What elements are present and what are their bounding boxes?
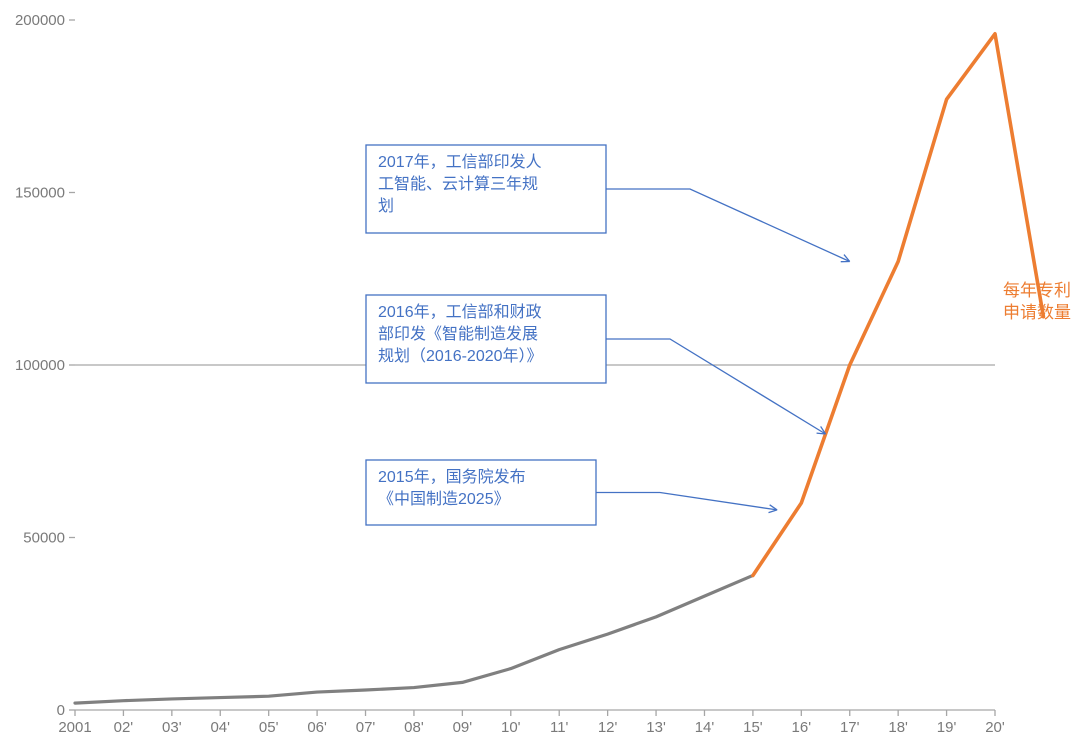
x-tick-label: 14' (695, 719, 715, 736)
x-tick-label: 02' (114, 719, 134, 736)
callout-text: 2016年，工信部和财政 (378, 303, 542, 321)
x-tick-label: 11' (550, 719, 569, 736)
x-tick-label: 05' (259, 719, 279, 736)
x-tick-label: 16' (792, 719, 812, 736)
callout-text: 部印发《智能制造发展 (378, 325, 538, 343)
legend-label: 申请数量 (1003, 303, 1071, 322)
y-tick-label: 150000 (15, 185, 65, 202)
x-tick-label: 07' (356, 719, 376, 736)
callout-text: 工智能、云计算三年规 (378, 174, 538, 193)
y-tick-label: 50000 (23, 530, 65, 547)
x-tick-label: 09' (453, 719, 473, 736)
line-chart: 0 50000 100000 150000 200000 2001 02' 03' 04' 05'… (0, 0, 1080, 740)
x-tick-label: 10' (501, 719, 521, 736)
x-tick-label: 19' (937, 719, 957, 736)
x-tick-label: 12' (598, 719, 618, 736)
legend-label: 每年专利 (1003, 281, 1071, 300)
x-tick-label: 18' (888, 719, 908, 736)
x-tick-label: 2001 (58, 719, 91, 736)
x-tick-label: 03' (162, 719, 182, 736)
x-tick-label: 15' (743, 719, 763, 736)
callout-text: 规划（2016-2020年）》 (378, 347, 543, 365)
x-tick-label: 20' (985, 719, 1005, 736)
x-tick-label: 06' (307, 719, 327, 736)
y-tick-label: 200000 (15, 12, 65, 29)
chart-container: 0 50000 100000 150000 200000 2001 02' 03' 04' 05'… (0, 0, 1080, 740)
x-tick-label: 17' (840, 719, 860, 736)
x-tick-label: 04' (210, 719, 230, 736)
y-tick-label: 0 (57, 702, 65, 719)
y-tick-label: 100000 (15, 357, 65, 374)
callout-text: 2015年，国务院发布 (378, 468, 526, 486)
callout-text: 2017年，工信部印发人 (378, 153, 542, 171)
callout-text: 划 (378, 197, 394, 215)
x-tick-label: 08' (404, 719, 424, 736)
callout-text: 《中国制造2025》 (378, 490, 510, 508)
x-tick-label: 13' (646, 719, 666, 736)
